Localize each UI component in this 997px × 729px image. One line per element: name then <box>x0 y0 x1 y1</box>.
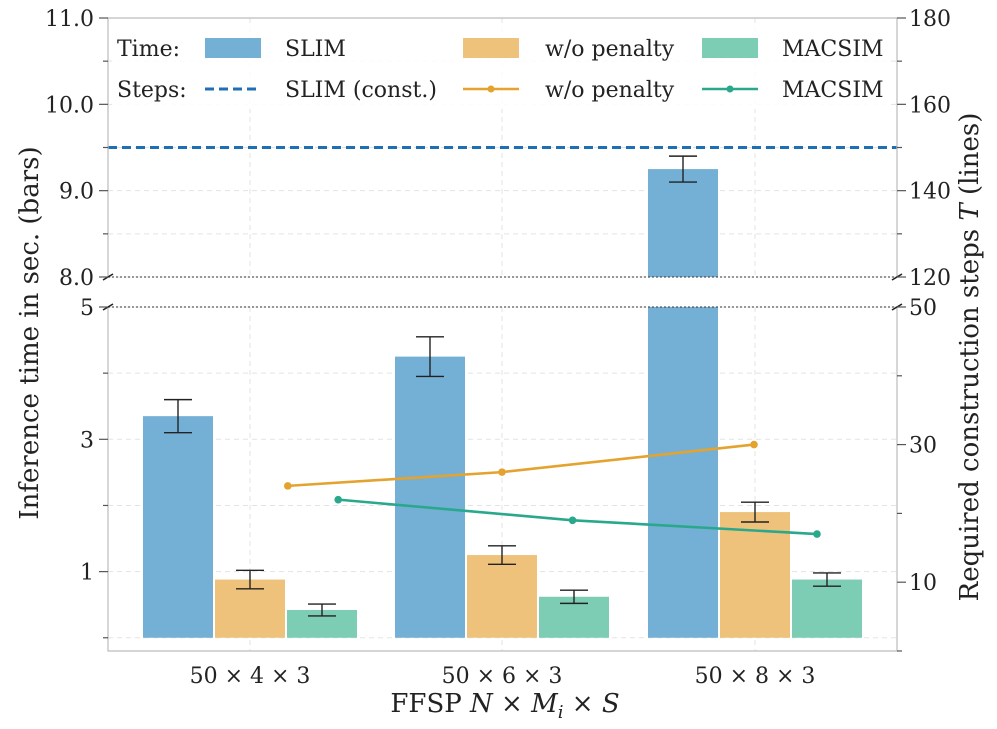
y-axis-label-right: Required construction steps T (lines) <box>955 113 985 602</box>
legend-label-macsim-steps: MACSIM <box>782 78 884 103</box>
y-tick-label-right-lower-1: 30 <box>909 434 937 459</box>
legend-swatch-wo-penalty <box>463 38 519 58</box>
axis-layer: 5 3 1 11.0 10.0 9.0 8.0 50 30 10 180 160 140 120 50 × … <box>45 7 951 689</box>
y-tick-label-right-upper-2: 140 <box>909 180 951 205</box>
y-tick-label-right-upper-3: 120 <box>909 266 951 291</box>
y-tick-label-right-lower-0: 50 <box>909 296 937 321</box>
y-tick-label-right-upper-0: 180 <box>909 7 951 32</box>
y-tick-label-left-upper-1: 10.0 <box>45 93 94 118</box>
legend-label-slim-const: SLIM (const.) <box>285 78 437 103</box>
bar-layer <box>143 155 862 638</box>
legend-marker-macsim <box>726 85 734 93</box>
y-tick-label-left-upper-0: 11.0 <box>45 7 94 32</box>
line-point-1-0 <box>284 482 292 490</box>
bar-2-2 <box>792 579 862 638</box>
y-tick-label-left-lower-0: 5 <box>80 296 94 321</box>
legend-swatch-slim <box>205 38 261 58</box>
y-tick-label-left-lower-1: 3 <box>80 428 94 453</box>
y-axis-label-left: Inference time in sec. (bars) <box>15 146 45 519</box>
legend-steps-label: Steps: <box>117 78 187 103</box>
legend-label-slim: SLIM <box>285 37 346 62</box>
y-tick-label-right-lower-2: 10 <box>909 571 937 596</box>
bar-0-2-upper <box>648 169 718 277</box>
legend-label-wo-penalty-steps: w/o penalty <box>545 78 675 103</box>
x-tick-label-0: 50 × 4 × 3 <box>190 664 311 689</box>
x-tick-label-1: 50 × 6 × 3 <box>442 664 563 689</box>
y-tick-label-left-lower-2: 1 <box>80 561 94 586</box>
legend-time-label: Time: <box>117 37 180 62</box>
line-point-2-1 <box>568 516 577 525</box>
legend-label-macsim: MACSIM <box>782 37 884 62</box>
legend-marker-wo-penalty <box>487 85 495 93</box>
x-axis-label: FFSP N × Mi × S <box>390 689 619 723</box>
y-tick-label-left-upper-2: 9.0 <box>59 180 94 205</box>
bar-0-1 <box>395 356 465 638</box>
line-point-2-2 <box>813 530 821 538</box>
legend: Time: Steps: SLIM w/o penalty MACSIM SLI… <box>112 27 890 109</box>
x-tick-label-2: 50 × 8 × 3 <box>695 664 816 689</box>
y-tick-label-right-upper-1: 160 <box>909 93 951 118</box>
legend-label-wo-penalty: w/o penalty <box>545 37 675 62</box>
legend-swatch-macsim <box>702 38 758 58</box>
y-tick-label-left-upper-3: 8.0 <box>59 266 94 291</box>
line-point-1-1 <box>498 468 506 476</box>
frame-lower <box>107 307 898 652</box>
line-point-1-2 <box>750 440 758 449</box>
bar-1-1 <box>467 555 537 638</box>
line-point-2-0 <box>334 495 343 504</box>
bar-0-0 <box>143 416 213 638</box>
bar-0-2-lower <box>648 307 718 638</box>
line-layer <box>108 146 897 538</box>
